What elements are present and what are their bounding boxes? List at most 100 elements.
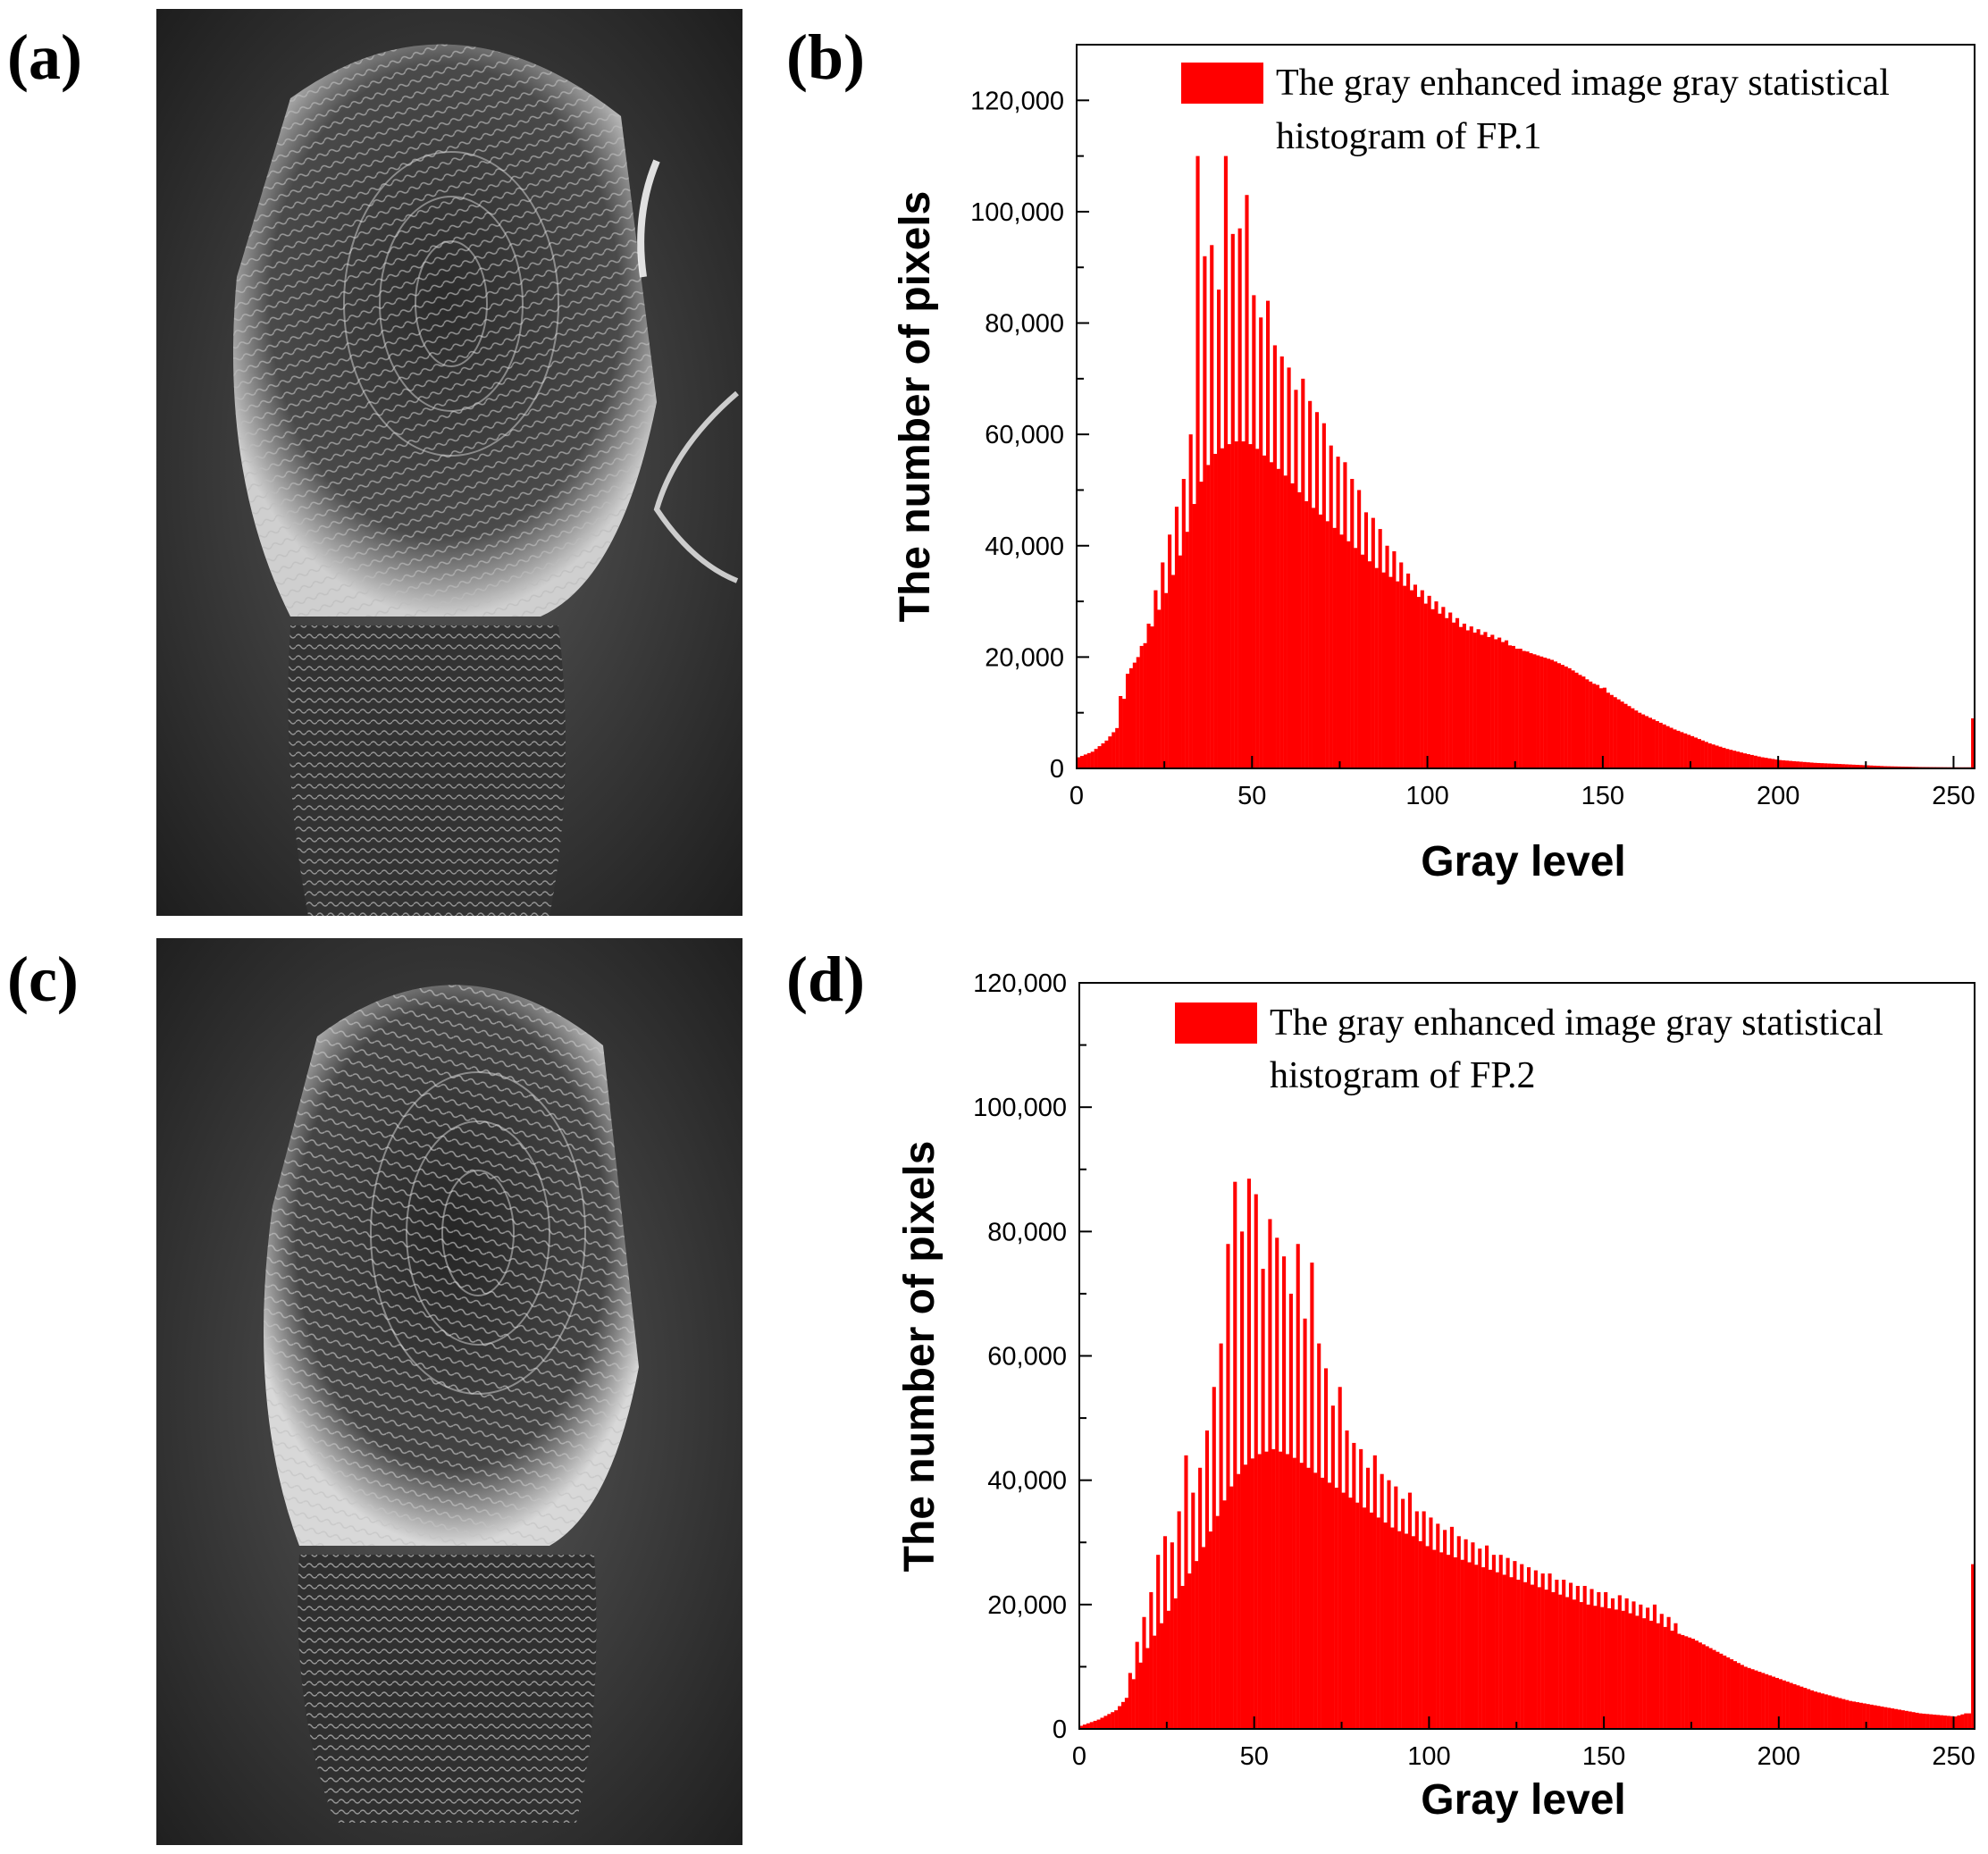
histogram-bar <box>1195 1561 1199 1730</box>
histogram-bar <box>1374 567 1379 768</box>
histogram-bar <box>1265 300 1271 768</box>
histogram-bar <box>1334 1488 1338 1729</box>
histogram-chart-fp1: 0 20,000 40,000 60,000 80,000 100,000 12… <box>892 44 1975 885</box>
x-tick-label: 100 <box>1405 782 1448 810</box>
histogram-bar <box>1592 684 1597 768</box>
y-tick-label: 100,000 <box>970 198 1064 227</box>
x-tick-label: 50 <box>1237 782 1266 810</box>
histogram-bar <box>1138 1662 1143 1729</box>
histogram-bar <box>1915 1712 1919 1729</box>
histogram-bar <box>1960 1714 1965 1729</box>
histogram-bar <box>1950 1716 1954 1729</box>
histogram-bar <box>1532 654 1537 768</box>
histogram-bar <box>1354 548 1358 768</box>
histogram-bar <box>1574 672 1579 768</box>
histogram-bar <box>1581 676 1586 768</box>
histogram-bar <box>1666 1616 1671 1729</box>
histogram-bar <box>1732 751 1737 768</box>
histogram-bar <box>1453 1556 1457 1729</box>
histogram-bar <box>1893 1708 1899 1729</box>
histogram-bar <box>1967 1713 1972 1729</box>
histogram-bar <box>1474 1565 1479 1729</box>
histogram-bar <box>1162 1536 1168 1729</box>
histogram-bar <box>1237 1473 1241 1729</box>
histogram-bar <box>1090 751 1095 768</box>
histogram-bar <box>1701 1644 1706 1729</box>
histogram-bar <box>1771 759 1775 768</box>
histogram-bar <box>1562 1580 1566 1729</box>
histogram-bar <box>1634 710 1639 768</box>
histogram-bar <box>1245 195 1249 769</box>
x-tick-label: 150 <box>1581 782 1624 810</box>
histogram-bar <box>1530 1584 1535 1729</box>
fingerprint-fp1-graphic <box>156 9 742 916</box>
histogram-bar <box>1918 1713 1923 1729</box>
y-tick-label: 100,000 <box>973 1094 1067 1122</box>
histogram-bar <box>1820 763 1824 768</box>
histogram-bar <box>1866 765 1870 768</box>
histogram-bar <box>1869 765 1874 768</box>
histogram-bar <box>1452 622 1456 768</box>
histogram-bar <box>1233 1181 1237 1729</box>
histogram-bar <box>1880 766 1884 768</box>
histogram-bar <box>1178 555 1182 768</box>
histogram-bar <box>1310 1263 1314 1730</box>
histogram-bar <box>1617 1595 1622 1729</box>
histogram-bar <box>1549 659 1555 768</box>
histogram-bar <box>1413 584 1417 768</box>
histogram-bar <box>1448 612 1453 768</box>
histogram-bar <box>1399 562 1404 768</box>
histogram-bar <box>1851 764 1856 768</box>
histogram-bar <box>1355 1502 1360 1729</box>
histogram-bar <box>1306 1467 1311 1729</box>
histogram-bar <box>1513 1561 1517 1730</box>
histogram-bar <box>1536 655 1540 768</box>
histogram-bar <box>1420 590 1424 768</box>
plot-frame-b <box>1076 44 1975 769</box>
histogram-bar <box>1467 1562 1472 1729</box>
histogram-bar <box>1883 766 1888 768</box>
histogram-bar <box>1935 1715 1941 1729</box>
histogram-bar <box>1264 1451 1269 1729</box>
histogram-bar <box>1114 1710 1119 1730</box>
histogram-bar <box>1170 1542 1174 1729</box>
histogram-bar <box>1844 764 1849 768</box>
histogram-bar <box>1455 617 1460 768</box>
histogram-bar <box>1443 1530 1447 1729</box>
histogram-bar <box>1604 1591 1608 1729</box>
histogram-bar <box>1764 758 1768 768</box>
histogram-bar <box>1330 1405 1335 1729</box>
histogram-bar <box>1321 423 1326 768</box>
histogram-bar <box>1768 1675 1773 1729</box>
histogram-bar <box>1774 759 1779 768</box>
histogram-bar <box>1465 630 1470 768</box>
histogram-bar <box>1136 657 1140 768</box>
histogram-bar <box>1434 601 1439 768</box>
histogram-bar <box>1548 1573 1552 1729</box>
x-tick-label: 0 <box>1069 782 1084 810</box>
histogram-bar <box>1445 617 1449 768</box>
histogram-bar <box>1495 1572 1499 1729</box>
histogram-bar <box>1108 736 1112 768</box>
histogram-bar <box>1423 603 1428 768</box>
histogram-bar <box>1294 390 1298 768</box>
histogram-bar <box>1525 651 1530 768</box>
histogram-bar <box>1862 765 1866 768</box>
histogram-bar <box>1104 740 1109 768</box>
histogram-bar <box>1698 1642 1702 1729</box>
histogram-bar <box>1199 482 1204 768</box>
histogram-bar <box>1168 534 1172 768</box>
histogram-bar <box>1414 1511 1419 1729</box>
histogram-bar <box>1271 1448 1276 1730</box>
histogram-bar <box>1900 766 1905 768</box>
histogram-bar <box>1897 1709 1901 1729</box>
histogram-bar <box>1578 675 1582 768</box>
histogram-bar <box>1406 573 1411 768</box>
histogram-bar <box>1891 1708 1895 1729</box>
histogram-bar <box>1658 722 1663 768</box>
histogram-bar <box>1086 752 1091 768</box>
histogram-bar <box>1644 716 1649 768</box>
histogram-bar <box>1700 740 1705 768</box>
histogram-bar <box>1490 634 1495 768</box>
histogram-bar <box>1957 1715 1961 1729</box>
